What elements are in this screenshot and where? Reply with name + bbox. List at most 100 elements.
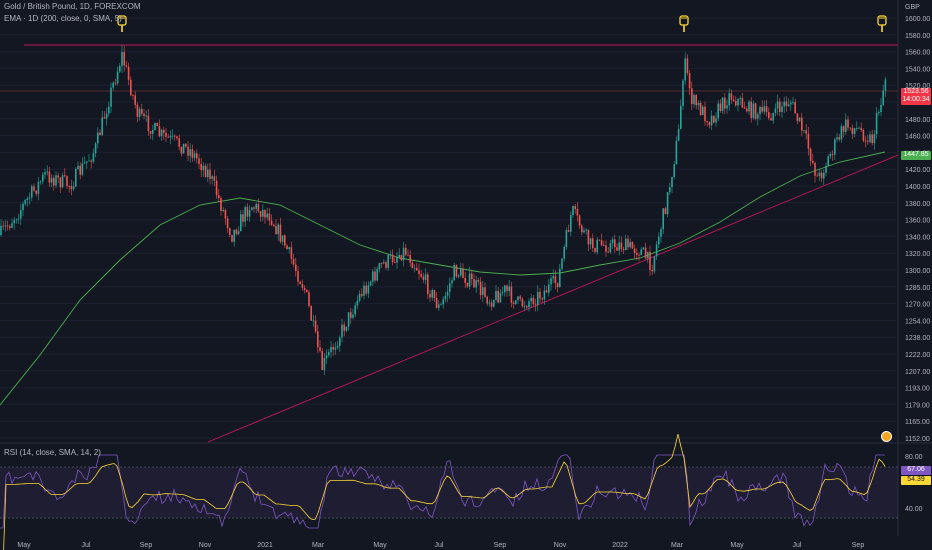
candle-body xyxy=(849,127,851,129)
candle-body xyxy=(563,246,565,259)
candle-body xyxy=(592,238,594,248)
candle-body xyxy=(204,165,207,178)
candle-body xyxy=(851,127,854,135)
candle-body xyxy=(394,262,396,263)
candle-body xyxy=(717,103,719,119)
ema-legend[interactable]: EMA · 1D (200, close, 0, SMA, 5) xyxy=(4,14,122,23)
candle-body xyxy=(61,175,64,188)
candle-body xyxy=(343,324,345,331)
candle-body xyxy=(114,82,117,84)
candle-body xyxy=(422,276,425,280)
candle-body xyxy=(22,203,24,211)
candle-body xyxy=(781,106,783,113)
time-tick-label: Sep xyxy=(852,542,865,549)
candle-body xyxy=(880,104,882,112)
candle-body xyxy=(50,177,53,183)
candle-body xyxy=(303,287,306,290)
candle-body xyxy=(554,276,557,283)
candle-body xyxy=(543,290,546,300)
candle-body xyxy=(691,88,693,105)
candle-body xyxy=(400,255,403,261)
price-tick-label: 1285.00 xyxy=(905,285,930,292)
candle-body xyxy=(312,320,315,322)
candle-body xyxy=(9,226,11,228)
candle-body xyxy=(457,275,460,277)
candle-body xyxy=(88,160,90,162)
candle-body xyxy=(490,302,493,307)
candle-body xyxy=(864,140,867,142)
candle-body xyxy=(317,331,319,348)
candle-body xyxy=(754,103,757,119)
candle-body xyxy=(607,251,609,253)
candle-body xyxy=(798,117,801,122)
candle-body xyxy=(66,176,68,186)
candle-body xyxy=(39,181,42,183)
candle-body xyxy=(594,247,596,253)
candle-body xyxy=(220,198,222,211)
candle-body xyxy=(20,210,22,219)
candle-body xyxy=(644,247,647,259)
candle-body xyxy=(299,281,301,285)
candle-body xyxy=(587,229,590,245)
rsi-line xyxy=(0,454,885,529)
time-tick-label: Sep xyxy=(494,542,507,549)
candle-body xyxy=(308,292,310,307)
candle-body xyxy=(407,254,409,256)
candle-body xyxy=(631,242,634,249)
candle-body xyxy=(119,65,121,72)
candle-body xyxy=(17,218,20,220)
candle-body xyxy=(413,267,416,269)
candle-body xyxy=(409,254,411,263)
sun-icon[interactable] xyxy=(881,431,892,442)
candle-body xyxy=(44,172,46,175)
candle-body xyxy=(189,149,191,156)
candle-body xyxy=(471,273,473,280)
candle-body xyxy=(752,103,755,119)
candle-body xyxy=(196,153,198,159)
candle-body xyxy=(341,324,343,338)
candle-body xyxy=(103,117,106,119)
candle-body xyxy=(224,209,227,219)
candle-body xyxy=(858,127,860,129)
candle-body xyxy=(121,51,123,66)
candle-body xyxy=(559,268,561,288)
candle-body xyxy=(169,135,172,138)
candle-body xyxy=(724,97,726,109)
candle-body xyxy=(429,293,431,298)
rsi-legend[interactable]: RSI (14, close, SMA, 14, 2) xyxy=(4,448,101,457)
candle-body xyxy=(358,293,361,301)
candle-body xyxy=(757,114,759,119)
candle-body xyxy=(812,160,814,163)
candle-body xyxy=(99,132,101,136)
candle-body xyxy=(328,352,330,356)
candle-body xyxy=(739,98,741,99)
candle-body xyxy=(845,119,847,132)
rsi-tick-label: 40.00 xyxy=(905,506,923,513)
candle-body xyxy=(42,174,44,182)
candle-body xyxy=(418,270,420,274)
candle-body xyxy=(138,108,141,117)
candle-body xyxy=(508,286,510,291)
hand-down-icon xyxy=(679,15,689,32)
candle-body xyxy=(202,165,205,171)
candle-body xyxy=(132,95,134,96)
candle-body xyxy=(807,133,810,149)
candle-body xyxy=(446,291,449,296)
candle-body xyxy=(185,143,187,147)
candle-body xyxy=(222,209,224,211)
candle-body xyxy=(163,129,165,133)
candle-body xyxy=(13,220,15,224)
rsi-value-tag: 67.06 xyxy=(901,466,931,475)
symbol-legend[interactable]: Gold / British Pound, 1D, FOREXCOM xyxy=(4,2,141,11)
candle-body xyxy=(713,115,715,123)
candle-body xyxy=(455,264,458,277)
price-tick-label: 1222.00 xyxy=(905,352,930,359)
candle-body xyxy=(233,229,235,242)
candle-body xyxy=(464,277,466,283)
candle-body xyxy=(710,115,713,126)
candle-body xyxy=(473,279,475,288)
candle-body xyxy=(130,79,132,96)
candle-body xyxy=(97,132,99,144)
